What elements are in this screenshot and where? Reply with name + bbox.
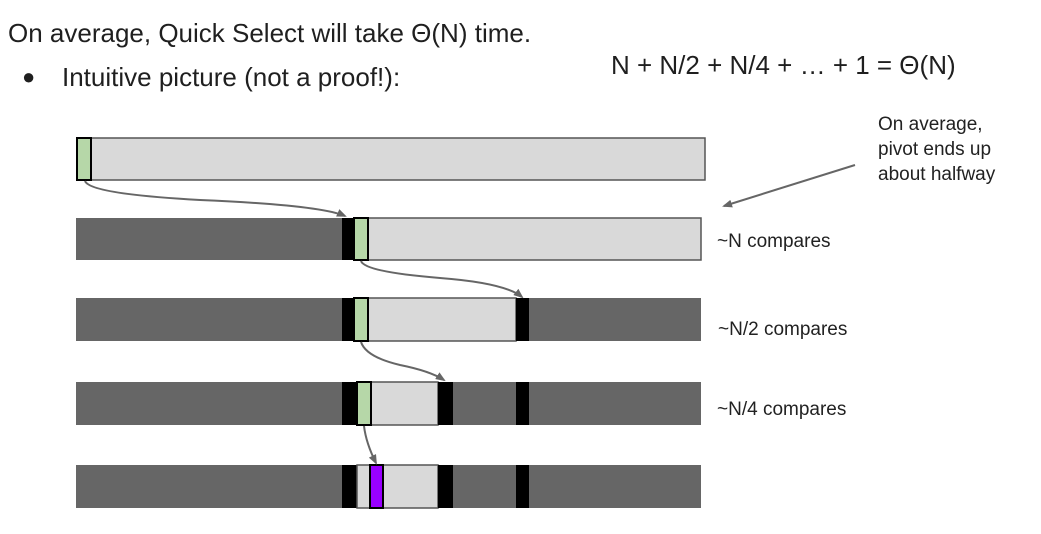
boundary-cell [342, 218, 354, 260]
boundary-cell [516, 298, 529, 341]
page-title: On average, Quick Select will take Θ(N) … [8, 18, 532, 48]
pivot-cell [356, 381, 372, 426]
discarded-segment [453, 465, 516, 508]
compare-label-n-half: ~N/2 compares [718, 319, 848, 340]
bullet-dot: ● [22, 64, 36, 89]
discarded-segment [529, 382, 701, 425]
discarded-segment [76, 382, 342, 425]
annotation-line: On average, [878, 114, 983, 135]
active-segment [353, 297, 517, 342]
pivot-cell [76, 137, 92, 181]
discarded-segment [76, 218, 342, 260]
boundary-cell [438, 465, 453, 508]
array-row-5 [76, 464, 701, 509]
discarded-segment [76, 298, 342, 341]
pivot-move-arrow-2 [360, 260, 524, 299]
pivot-move-arrow-3 [360, 341, 446, 382]
array-row-3 [76, 297, 701, 342]
bullet-item: ● Intuitive picture (not a proof!): [22, 62, 400, 93]
boundary-cell [342, 298, 354, 341]
boundary-cell [516, 465, 529, 508]
discarded-segment [529, 465, 701, 508]
pivot-annotation: On average, pivot ends up about halfway [878, 112, 995, 187]
compare-label-n-quarter: ~N/4 compares [717, 399, 847, 420]
array-row-2 [76, 217, 702, 261]
annotation-arrow [722, 164, 856, 208]
array-row-4 [76, 381, 701, 426]
boundary-cell [342, 382, 357, 425]
array-row-1 [76, 137, 706, 181]
pivot-move-arrow-1 [84, 180, 347, 217]
pivot-move-arrow-4 [363, 425, 377, 465]
boundary-cell [342, 465, 357, 508]
sum-formula: N + N/2 + N/4 + … + 1 = Θ(N) [611, 50, 956, 80]
boundary-cell [516, 382, 529, 425]
annotation-line: about halfway [878, 164, 996, 185]
discarded-segment [76, 465, 342, 508]
pivot-cell [353, 217, 369, 261]
compare-label-n: ~N compares [717, 231, 831, 252]
result-cell [369, 464, 384, 509]
active-segment [76, 137, 706, 181]
pivot-cell [353, 297, 369, 342]
discarded-segment [529, 298, 701, 341]
bullet-text: Intuitive picture (not a proof!): [62, 62, 401, 92]
annotation-line: pivot ends up [878, 139, 992, 160]
discarded-segment [453, 382, 516, 425]
active-segment [353, 217, 702, 261]
boundary-cell [438, 382, 453, 425]
